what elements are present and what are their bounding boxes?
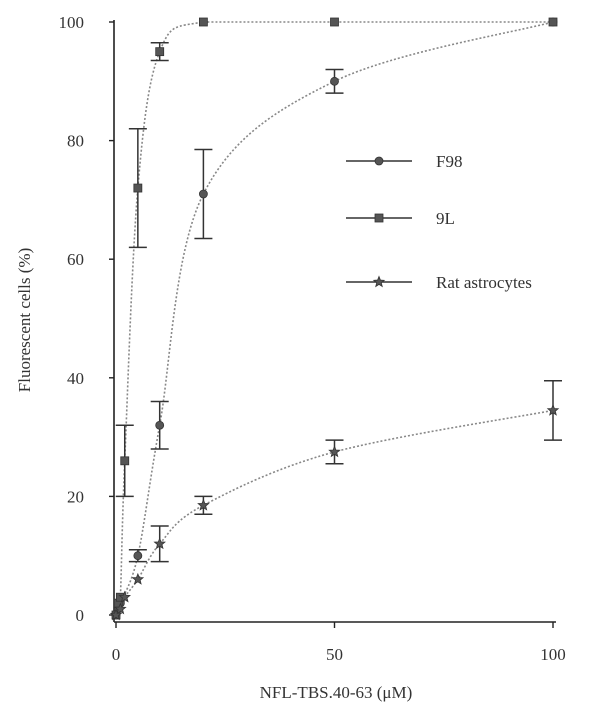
y-tick-label: 80	[67, 132, 84, 151]
data-point-9l	[120, 456, 130, 466]
data-point-rat-astrocytes	[109, 608, 123, 621]
data-point-f98	[155, 420, 165, 430]
data-point-9l	[133, 183, 143, 193]
data-point-9l	[198, 17, 208, 27]
x-tick-label: 0	[112, 645, 121, 664]
legend-label-f98: F98	[436, 152, 462, 171]
legend-marker-f98	[374, 156, 384, 166]
legend-label-rat-astrocytes: Rat astrocytes	[436, 273, 532, 292]
data-point-rat-astrocytes	[153, 537, 166, 550]
ticks: 0 20 40 60 80 100 0 50 100	[59, 13, 566, 664]
data-point-9l	[330, 17, 339, 27]
data-point-rat-astrocytes	[114, 602, 127, 615]
x-tick-label: 50	[326, 645, 343, 664]
legend-label-9l: 9L	[436, 209, 455, 228]
data-point-f98	[198, 189, 208, 199]
markers	[109, 17, 560, 621]
y-tick-label: 60	[67, 250, 84, 269]
legend-marker-9l	[374, 213, 384, 223]
curves	[115, 21, 554, 616]
y-axis-title: Fluorescent cells (%)	[15, 248, 34, 392]
x-tick-label: 100	[540, 645, 566, 664]
data-point-9l	[155, 47, 165, 57]
axes	[113, 20, 556, 623]
legend: F98 9L Rat astrocytes	[346, 152, 532, 292]
data-point-rat-astrocytes	[131, 572, 145, 585]
data-point-f98	[330, 76, 339, 86]
data-point-f98	[133, 551, 143, 561]
data-point-9l	[548, 17, 558, 27]
y-tick-label: 0	[76, 606, 85, 625]
series-line-f98	[115, 21, 554, 616]
data-point-rat-astrocytes	[546, 403, 560, 416]
y-tick-label: 40	[67, 369, 84, 388]
data-point-rat-astrocytes	[328, 445, 341, 458]
error-bars	[115, 42, 562, 563]
data-point-rat-astrocytes	[118, 590, 132, 603]
series-line-9l	[115, 21, 553, 616]
y-tick-label: 100	[59, 13, 85, 32]
legend-marker-rat-astrocytes	[372, 275, 386, 288]
y-tick-label: 20	[67, 487, 84, 506]
x-axis-title: NFL-TBS.40-63 (μM)	[260, 683, 413, 702]
data-point-rat-astrocytes	[197, 498, 210, 511]
